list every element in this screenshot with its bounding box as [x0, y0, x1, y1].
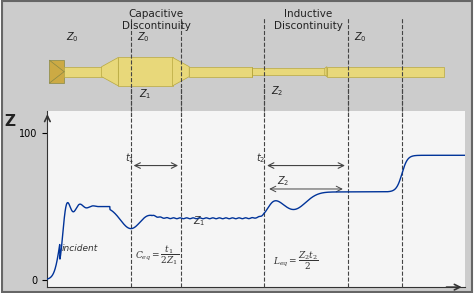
Bar	[252, 68, 327, 75]
Polygon shape	[101, 57, 118, 86]
Text: $Z_2$: $Z_2$	[271, 84, 283, 98]
Bar	[64, 67, 118, 77]
Text: $Z_1$: $Z_1$	[193, 214, 206, 228]
Text: $t_1$: $t_1$	[125, 151, 134, 165]
Bar	[118, 57, 173, 86]
Text: Inductive
Discontinuity: Inductive Discontinuity	[273, 9, 343, 31]
Text: $C_{eq} = \dfrac{t_1}{2Z_1}$: $C_{eq} = \dfrac{t_1}{2Z_1}$	[135, 243, 179, 267]
Text: $Z_0$: $Z_0$	[66, 30, 79, 44]
Text: incident: incident	[62, 243, 98, 253]
Text: $Z_0$: $Z_0$	[137, 30, 150, 44]
Text: $t_2$: $t_2$	[256, 151, 265, 165]
Text: $Z_0$: $Z_0$	[354, 30, 366, 44]
Text: $L_{eq} = \dfrac{Z_2 t_2}{2}$: $L_{eq} = \dfrac{Z_2 t_2}{2}$	[273, 250, 318, 272]
Bar	[327, 67, 444, 77]
Text: Z: Z	[4, 114, 15, 129]
Text: $Z_1$: $Z_1$	[139, 87, 152, 101]
Text: Capacitive
Discontinuity: Capacitive Discontinuity	[122, 9, 191, 31]
Polygon shape	[325, 67, 327, 77]
Text: $Z_2$: $Z_2$	[277, 175, 289, 188]
Bar	[49, 60, 64, 83]
Polygon shape	[173, 57, 189, 86]
Bar	[189, 67, 252, 77]
